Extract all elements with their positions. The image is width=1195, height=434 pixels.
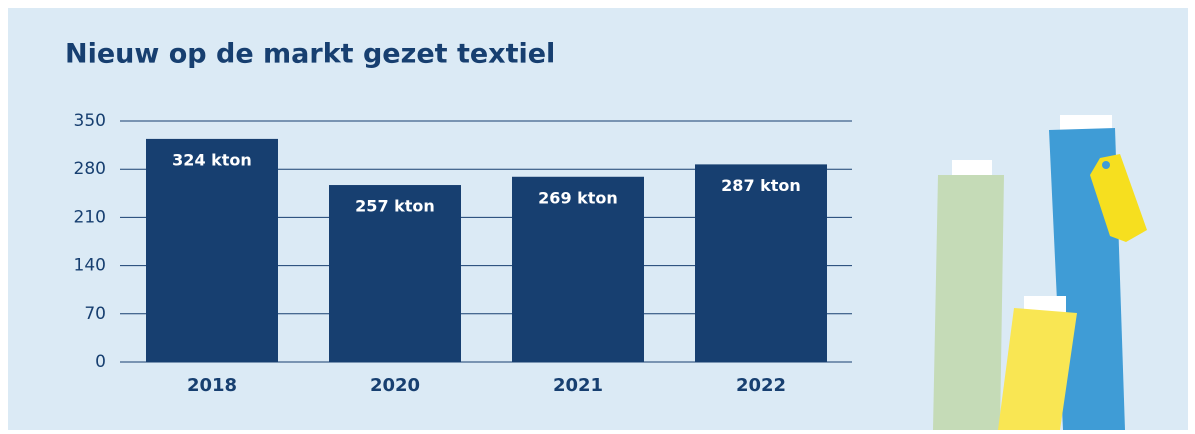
value-label: 257 kton [355,197,435,216]
x-tick-label: 2021 [553,375,603,396]
y-tick-label: 350 [74,111,106,131]
x-tick-label: 2022 [736,375,786,396]
y-tick-label: 70 [84,304,106,324]
y-tick-label: 0 [95,352,106,372]
value-label: 287 kton [721,176,801,195]
y-tick-label: 140 [74,256,106,276]
chart: Nieuw op de markt gezet textiel 0 70 140 21… [0,0,1195,434]
value-label: 324 kton [172,150,252,169]
x-tick-label: 2020 [370,375,420,396]
value-label: 269 kton [538,188,618,207]
chart-title: Nieuw op de markt gezet textiel [65,39,555,70]
x-tick-label: 2018 [187,375,237,396]
bar [146,139,278,362]
y-tick-label: 280 [74,159,106,179]
y-tick-label: 210 [74,207,106,227]
